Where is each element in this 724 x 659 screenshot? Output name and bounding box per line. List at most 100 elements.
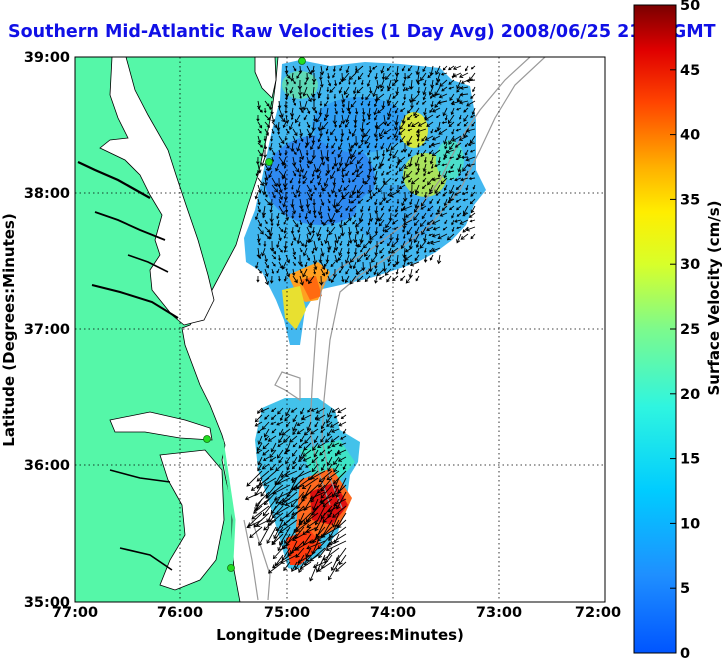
velocity-arrow xyxy=(441,163,448,167)
velocity-arrow xyxy=(327,463,333,472)
velocity-arrow xyxy=(310,177,315,184)
velocity-arrow xyxy=(442,226,448,231)
velocity-arrow xyxy=(382,191,387,202)
velocity-arrow xyxy=(408,233,413,243)
velocity-arrow xyxy=(278,254,282,262)
colorbar-tick-label: 10 xyxy=(680,516,700,532)
velocity-arrow xyxy=(253,505,263,514)
velocity-arrow xyxy=(304,79,308,86)
velocity-arrow xyxy=(311,456,319,464)
velocity-arrow xyxy=(277,477,291,485)
plot-frame xyxy=(74,56,606,603)
velocity-arrow xyxy=(319,65,325,76)
velocity-arrow xyxy=(385,219,392,229)
velocity-arrow xyxy=(391,240,399,248)
velocity-arrow xyxy=(455,156,462,161)
velocity-arrow xyxy=(371,254,378,263)
velocity-arrow xyxy=(466,78,476,83)
velocity-arrow xyxy=(337,254,343,261)
velocity-arrow xyxy=(394,65,400,77)
velocity-arrow xyxy=(339,268,343,274)
velocity-arrow xyxy=(422,177,427,183)
velocity-arrow xyxy=(256,233,261,243)
x-tick-label: 72:00 xyxy=(575,605,621,621)
velocity-arrow xyxy=(337,456,347,462)
velocity-arrow xyxy=(423,247,427,254)
velocity-arrow xyxy=(400,149,406,153)
velocity-arrow xyxy=(344,254,350,264)
velocity-arrow xyxy=(385,142,392,153)
velocity-arrow xyxy=(367,219,371,226)
x-tick-label: 74:00 xyxy=(370,605,416,621)
velocity-arrow xyxy=(326,421,333,427)
velocity-arrow xyxy=(312,254,318,265)
velocity-arrow xyxy=(348,72,357,80)
velocity-arrow xyxy=(281,428,291,436)
velocity-arrow xyxy=(449,177,455,181)
velocity-arrow xyxy=(360,135,365,144)
velocity-arrow xyxy=(467,142,476,147)
velocity-arrow xyxy=(345,205,350,211)
velocity-arrow xyxy=(338,233,343,240)
velocity-arrow xyxy=(338,219,343,229)
velocity-arrow xyxy=(290,407,298,413)
velocity-arrow xyxy=(338,442,347,447)
x-tick-label: 75:00 xyxy=(264,605,310,621)
velocity-arrow xyxy=(263,136,267,142)
velocity-arrow xyxy=(292,261,296,266)
velocity-arrow xyxy=(320,428,326,433)
velocity-arrow xyxy=(456,226,462,230)
velocity-arrow xyxy=(306,219,312,229)
velocity-arrow xyxy=(340,114,346,125)
velocity-arrow xyxy=(364,128,371,138)
velocity-arrow xyxy=(470,93,476,100)
velocity-arrow xyxy=(449,142,455,151)
velocity-arrow xyxy=(467,163,476,168)
velocity-arrow xyxy=(411,121,420,127)
velocity-arrow xyxy=(292,219,299,228)
velocity-arrow xyxy=(459,219,469,225)
velocity-arrow xyxy=(257,463,263,472)
velocity-arrow xyxy=(368,163,373,173)
velocity-arrow xyxy=(291,93,296,102)
velocity-arrow xyxy=(272,547,284,560)
velocity-arrow xyxy=(262,449,270,456)
velocity-arrow xyxy=(299,219,303,226)
velocity-arrow xyxy=(315,414,326,421)
velocity-arrow xyxy=(348,177,351,184)
velocity-arrow xyxy=(260,484,270,497)
velocity-arrow xyxy=(427,205,434,212)
velocity-arrow xyxy=(331,428,340,433)
velocity-arrow xyxy=(388,149,393,157)
velocity-arrow xyxy=(472,86,476,93)
velocity-arrow xyxy=(441,86,448,92)
velocity-arrow xyxy=(264,435,270,441)
velocity-arrow xyxy=(296,184,301,194)
velocity-arrow xyxy=(263,519,277,531)
velocity-arrow xyxy=(284,498,298,507)
velocity-arrow xyxy=(372,86,378,98)
velocity-arrow xyxy=(379,233,385,239)
velocity-arrow xyxy=(374,142,378,149)
velocity-arrow xyxy=(406,170,413,178)
velocity-arrow xyxy=(301,414,312,421)
velocity-arrow xyxy=(331,219,336,227)
velocity-arrow xyxy=(377,184,385,193)
velocity-arrow xyxy=(472,184,476,190)
velocity-arrow xyxy=(290,114,294,121)
velocity-arrow xyxy=(360,205,364,213)
velocity-arrow xyxy=(278,107,284,118)
velocity-arrow xyxy=(306,107,311,115)
velocity-arrow xyxy=(300,435,305,443)
velocity-arrow xyxy=(257,428,263,434)
velocity-arrow xyxy=(407,65,413,72)
velocity-arrow xyxy=(373,107,378,116)
velocity-arrow xyxy=(276,421,284,426)
velocity-arrow xyxy=(310,428,319,435)
velocity-arrow xyxy=(437,170,441,178)
velocity-arrow xyxy=(438,93,448,99)
velocity-arrow xyxy=(306,191,313,201)
velocity-arrow xyxy=(325,268,329,275)
velocity-arrow xyxy=(284,100,288,109)
